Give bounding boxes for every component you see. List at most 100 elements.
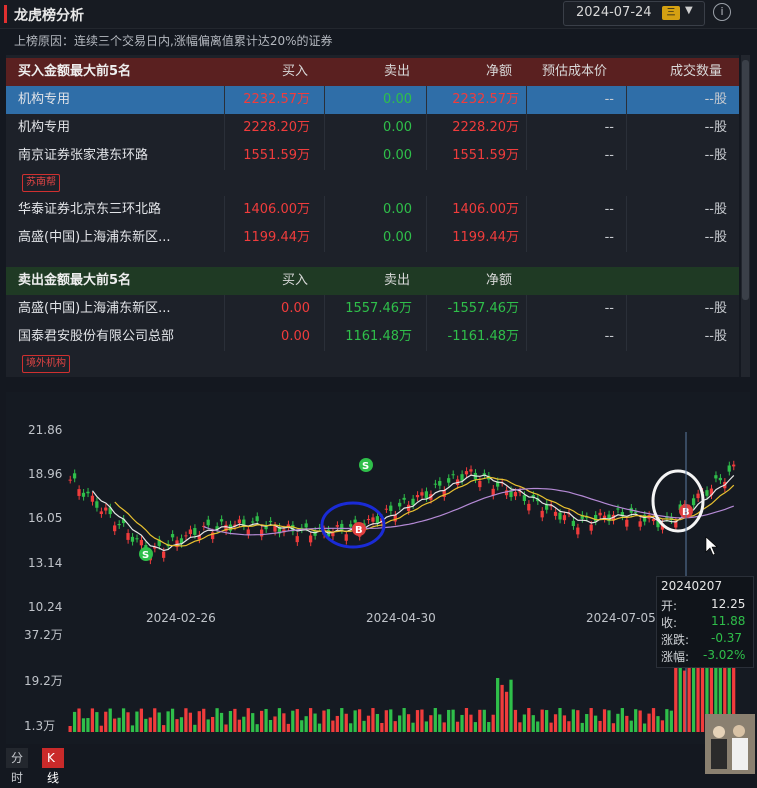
volume-bar <box>179 717 184 732</box>
buy-amount: 0.00 <box>281 329 310 344</box>
col-header-cost[interactable]: 预估成本价 <box>542 64 608 79</box>
volume-bar <box>295 709 299 732</box>
candle-body <box>714 475 718 479</box>
column-divider <box>224 86 225 114</box>
broker-name: 机构专用 <box>18 120 71 135</box>
volume-bar <box>72 711 77 732</box>
candle-body <box>589 524 593 531</box>
column-divider <box>526 86 527 114</box>
broker-name: 高盛(中国)上海浦东新区... <box>18 301 171 316</box>
candle-body <box>211 532 215 540</box>
column-divider <box>626 323 627 351</box>
col-header-buy[interactable]: 买入 <box>282 64 309 79</box>
candle-body <box>255 516 259 522</box>
column-divider <box>526 224 527 252</box>
table-row[interactable]: 国泰君安股份有限公司总部 0.00 1161.48万 -1161.48万 -- --股 <box>6 323 739 351</box>
kline-chart[interactable]: 21.86 18.96 16.05 13.14 10.24 37.2万 19.2万 1.3万 2… <box>6 392 750 744</box>
candle-body <box>607 514 611 522</box>
candle-body <box>447 478 451 483</box>
candle-body <box>540 510 544 518</box>
volume-bar <box>121 708 126 732</box>
col-header-net[interactable]: 净额 <box>486 64 513 79</box>
volume-bar <box>175 719 179 732</box>
volume-bar <box>447 709 451 732</box>
volume-bar <box>206 719 210 732</box>
info-icon[interactable]: i <box>713 3 731 21</box>
volume-bar <box>647 713 651 732</box>
column-divider <box>426 323 427 351</box>
col-header-buy[interactable]: 买入 <box>282 273 309 288</box>
volume-bar <box>317 723 322 732</box>
volume-bar <box>585 714 589 732</box>
candle-body <box>193 528 197 535</box>
volume-bar <box>620 708 624 732</box>
volume-bar <box>313 713 317 732</box>
candle-body <box>139 539 144 546</box>
volume-bar <box>625 715 629 732</box>
candle-body <box>389 505 393 511</box>
volume-bar <box>629 720 633 732</box>
volume-bar <box>469 714 473 732</box>
candle-body <box>674 520 678 528</box>
date-tick-label: 2024-07-05 <box>586 611 656 625</box>
candle-body <box>130 536 135 542</box>
tab-kline[interactable]: K线 <box>42 748 64 785</box>
kline-chart-panel[interactable]: 21.86 18.96 16.05 13.14 10.24 37.2万 19.2万 1.3万 2… <box>6 392 750 744</box>
candle-body <box>242 519 246 527</box>
volume-bar <box>188 712 192 732</box>
column-divider <box>426 142 427 170</box>
candle-body <box>184 535 188 537</box>
broker-name: 机构专用 <box>18 92 71 107</box>
col-header-qty[interactable]: 成交数量 <box>670 64 723 79</box>
volume-bar <box>215 708 219 732</box>
volume-bar <box>696 663 700 732</box>
col-header-net[interactable]: 净额 <box>486 273 513 288</box>
table-row[interactable]: 华泰证券北京东三环北路 1406.00万 0.00 1406.00万 -- --股 <box>6 196 739 224</box>
table-row[interactable]: 南京证券张家港东环路 1551.59万 0.00 1551.59万 -- --股 <box>6 142 739 170</box>
volume-bar <box>674 642 678 732</box>
column-divider <box>526 114 527 142</box>
volume-bar <box>139 708 144 732</box>
listing-reason: 上榜原因：连续三个交易日内,涨幅偏离值累计达20%的证券 <box>14 34 333 48</box>
candle-body <box>451 474 455 476</box>
volume-bar <box>607 710 611 732</box>
broker-name: 高盛(中国)上海浦东新区... <box>18 230 171 245</box>
volume-bar <box>277 708 282 732</box>
tab-intraday[interactable]: 分时 <box>6 748 29 785</box>
candle-body <box>99 511 103 515</box>
candle-body <box>651 519 656 522</box>
col-header-sell[interactable]: 卖出 <box>384 273 411 288</box>
date-select[interactable]: 2024-07-24 三 ▼ <box>563 1 705 26</box>
column-divider <box>626 86 627 114</box>
net-amount: 1199.44万 <box>452 230 519 245</box>
volume-bar <box>108 708 112 732</box>
volume-bar <box>562 715 567 732</box>
candle-body <box>727 465 731 472</box>
column-divider <box>626 142 627 170</box>
title-accent <box>4 5 7 23</box>
candle-body <box>420 492 424 496</box>
volume-bar <box>99 725 103 732</box>
table-row[interactable]: 机构专用 2228.20万 0.00 2228.20万 -- --股 <box>6 114 739 142</box>
candle-body <box>593 514 598 522</box>
broker-tag[interactable]: 苏南帮 <box>22 174 60 192</box>
estimated-cost: -- <box>604 120 614 135</box>
table-row[interactable]: 高盛(中国)上海浦东新区... 1199.44万 0.00 1199.44万 -- --股 <box>6 224 739 252</box>
volume-bar <box>665 709 669 732</box>
column-divider <box>426 196 427 224</box>
table-scroll-thumb[interactable] <box>742 60 749 300</box>
table-row[interactable]: 机构专用 2232.57万 0.00 2232.57万 -- --股 <box>6 86 739 114</box>
col-header-sell[interactable]: 卖出 <box>384 64 411 79</box>
estimated-cost: -- <box>604 301 614 316</box>
broker-tag[interactable]: 境外机构 <box>22 355 70 373</box>
volume-bar <box>478 709 482 732</box>
sell-amount: 0.00 <box>383 120 412 135</box>
candle-body <box>433 483 437 485</box>
volume-bar <box>144 718 148 732</box>
candle-body <box>259 529 264 537</box>
volume-bar <box>460 714 464 732</box>
price-tick-label: 16.05 <box>28 511 62 525</box>
volume-bar <box>126 712 130 732</box>
volume-bar <box>442 722 446 732</box>
table-row[interactable]: 高盛(中国)上海浦东新区... 0.00 1557.46万 -1557.46万 -- --… <box>6 295 739 323</box>
